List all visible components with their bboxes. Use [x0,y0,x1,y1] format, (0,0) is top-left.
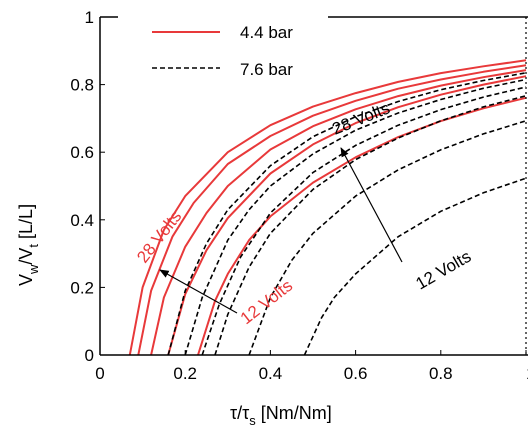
x-tick-label-1: 0.2 [173,364,197,383]
x-tick-label-3: 0.6 [344,364,368,383]
y-axis-title-units: [L/L] [16,204,36,244]
y-tick-label-3: 0.6 [70,143,94,162]
red-curve-3 [167,75,527,355]
black-curve-4 [248,120,527,355]
x-tick-label-2: 0.4 [259,364,283,383]
arrow-red [159,269,238,314]
x-axis-title-main: τ/τ [230,403,249,423]
y-tick-label-4: 0.8 [70,76,94,95]
annotation-red-12-volts: 12 Volts [237,276,296,328]
y-tick-label-1: 0.2 [70,278,94,297]
annotation-red-28-volts: 28 Volts [133,207,185,266]
y-tick-label-0: 0 [85,346,94,365]
legend-box [118,8,328,86]
arrow-black [340,147,403,263]
red-curve-0 [128,59,527,355]
legend-label-0: 4.4 bar [240,23,293,42]
x-tick-label-4: 0.8 [429,364,453,383]
black-curve-5 [303,177,527,355]
ticks-group: 0 0.2 0.4 0.6 0.8 1 0 0.2 0.4 0.6 0.8 1 [70,8,528,383]
legend-label-1: 7.6 bar [240,60,293,79]
black-curve-2 [201,86,527,355]
x-axis-title-units: [Nm/Nm] [256,403,332,423]
curves-group [128,59,527,355]
y-axis-title-sub2: t [26,244,41,248]
red-curve-1 [137,64,527,355]
y-axis-title-main: V [16,274,36,286]
y-axis-title-sub1: w [26,264,41,275]
red-curve-2 [150,69,527,355]
y-axis-title: Vw/Vt [L/L] [16,204,41,286]
y-tick-label-2: 0.4 [70,211,94,230]
x-tick-label-5: 1 [526,364,528,383]
x-axis-title-sub: s [249,413,256,428]
black-curve-0 [167,72,527,355]
y-tick-label-5: 1 [85,8,94,27]
annotation-black-12-volts: 12 Volts [413,247,475,294]
y-axis-title-mid: /V [16,248,36,265]
black-curve-3 [214,95,527,355]
x-axis-title: τ/τs [Nm/Nm] [230,403,332,428]
x-tick-label-0: 0 [95,364,104,383]
